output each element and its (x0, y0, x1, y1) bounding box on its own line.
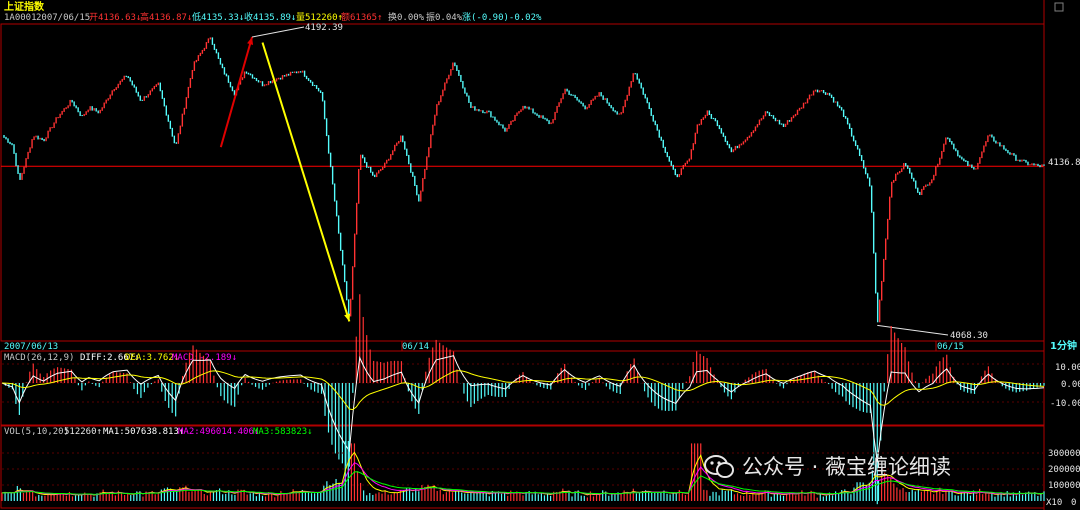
panel-toggle-icon[interactable] (1054, 2, 1064, 12)
quote-turnover: 换0.00% (388, 11, 425, 23)
price-layer (3, 37, 1045, 323)
vol-ma3-line (1, 471, 1045, 495)
macd-tick-10: 10.00 (1055, 363, 1080, 373)
quote-amplitude: 振0.04% (426, 11, 463, 23)
macd-header: MACD(26,12,9) DIFF:2.667↓ DEA:3.762↓ MAC… (4, 353, 237, 363)
vol-ma1: MA1:507638.813↑ (103, 427, 184, 437)
vol-tick-200000: 200000 (1048, 465, 1080, 475)
index-title: 上证指数 (4, 0, 45, 13)
dea-line (1, 370, 1045, 411)
macd-title: MACD(26,12,9) (4, 353, 74, 363)
macd-dea: DEA:3.762↓ (125, 353, 179, 363)
date-label-day1: 2007/06/13 (4, 342, 58, 352)
volume-layer (1, 441, 1045, 501)
period-label: 1分钟 (1050, 339, 1077, 352)
vol-header: VOL(5,10,20) 512260↑ MA1:507638.813↑ MA2… (4, 427, 313, 437)
quote-change: 涨(-0.90)-0.02% (462, 12, 542, 23)
date-label-day3: 06/15 (937, 342, 964, 352)
wechat-icon (704, 455, 734, 478)
trend-arrow-line-0 (219, 36, 254, 148)
vol-tick-300000: 300000 (1048, 449, 1080, 459)
quote-open: 开4136.63↓ (89, 12, 141, 23)
vol-unit: X10 (1046, 498, 1062, 508)
arrow-layer (219, 26, 949, 336)
quote-line: 1A0001 2007/06/15 开4136.63↓ 高4136.87↓ 低4… (4, 11, 542, 23)
quote-close: 收4135.89↓ (244, 11, 296, 23)
quote-amount: 额61365↑ (341, 11, 383, 23)
high-label: 4192.39 (305, 23, 343, 33)
trend-arrow-head-0 (247, 37, 254, 45)
macd-diff: DIFF:2.667↓ (80, 353, 140, 363)
quote-volume: 量512260↑ (296, 12, 343, 23)
vol-ma3: MA3:583823↓ (253, 427, 313, 437)
quote-low: 低4135.33↓ (192, 11, 244, 23)
vol-tick-100000: 100000 (1048, 481, 1080, 491)
vol-value: 512260↑ (64, 427, 102, 437)
panel-frames (0, 0, 1045, 510)
diff-line (1, 355, 1045, 463)
date-label-day2: 06/14 (402, 342, 429, 352)
main-frame (0, 23, 1045, 342)
quote-date: 2007/06/15 (36, 13, 90, 23)
vol-title: VOL(5,10,20) (4, 427, 69, 437)
high-leader (251, 26, 305, 38)
macd-value: MACD:-2.189↓ (172, 353, 237, 363)
quote-code: 1A0001 (4, 13, 37, 23)
vol-ma2: MA2:496014.406↓ (178, 427, 259, 437)
macd-tick-0: 0.00 (1061, 380, 1080, 390)
trend-arrow-line-1 (261, 42, 351, 322)
macd-tick-neg10: -10.00 (1050, 399, 1080, 409)
quote-high: 高4136.87↓ (140, 11, 192, 23)
macd-layer (1, 294, 1045, 505)
trend-arrow-head-1 (344, 313, 351, 322)
low-leader (877, 324, 949, 336)
vol-tick-0: 0 (1071, 498, 1076, 508)
low-label: 4068.30 (950, 331, 988, 341)
last-price-label: 4136.8 (1048, 158, 1080, 168)
watermark-text: 公众号 · 薇宝缠论细读 (742, 455, 951, 479)
watermark: 公众号 · 薇宝缠论细读 (704, 455, 951, 479)
